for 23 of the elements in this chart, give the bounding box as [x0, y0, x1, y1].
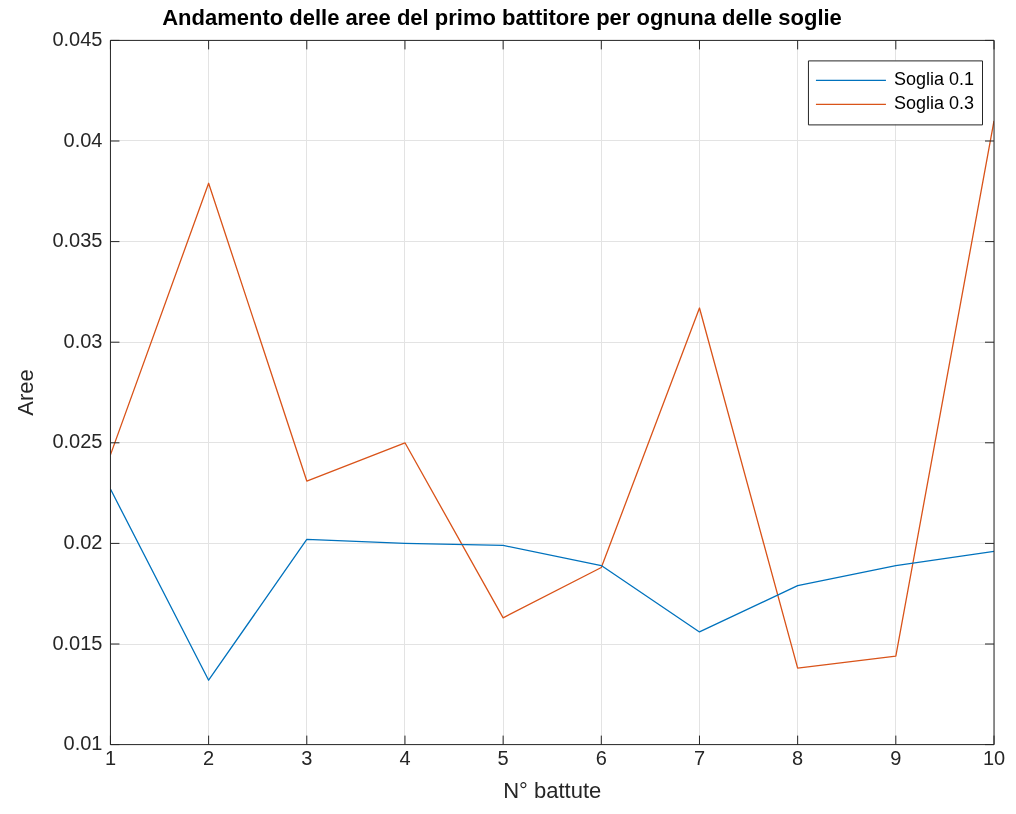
x-axis-title: N° battute [503, 777, 602, 803]
legend-label: Soglia 0.3 [893, 93, 974, 114]
y-tick-label: 0.015 [52, 631, 103, 654]
y-tick-label: 0.045 [52, 27, 103, 50]
x-tick-label: 9 [890, 747, 902, 770]
x-tick-label: 3 [301, 747, 313, 770]
legend-label: Soglia 0.1 [893, 69, 974, 90]
y-tick-label: 0.04 [63, 128, 103, 151]
y-tick-label: 0.03 [63, 329, 103, 352]
x-tick-label: 10 [982, 747, 1006, 770]
chart-title: Andamento delle aree del primo battitore per ognuna delle soglie [162, 5, 842, 31]
x-tick-label: 6 [595, 747, 607, 770]
x-tick-label: 2 [203, 747, 215, 770]
x-tick-label: 4 [399, 747, 411, 770]
y-tick-label: 0.025 [52, 430, 103, 453]
y-tick-label: 0.02 [63, 530, 103, 553]
x-tick-label: 8 [792, 747, 804, 770]
x-tick-label: 5 [497, 747, 509, 770]
x-tick-label: 1 [104, 747, 117, 770]
y-axis-title: Aree [13, 369, 39, 416]
y-tick-label: 0.01 [63, 732, 103, 755]
x-tick-label: 7 [693, 747, 706, 770]
y-tick-label: 0.035 [52, 229, 103, 252]
